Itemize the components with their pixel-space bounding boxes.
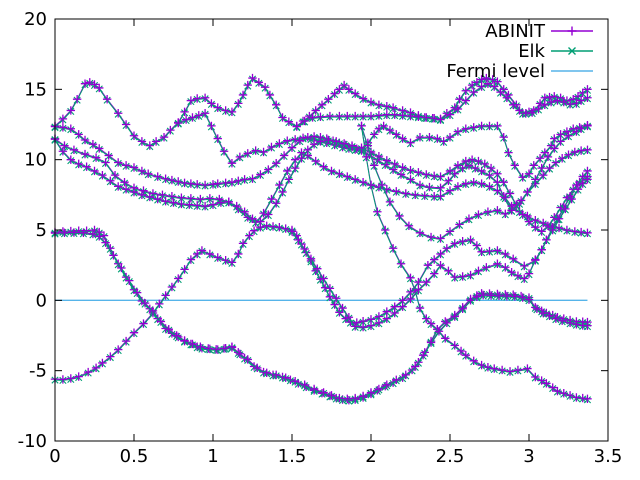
band-04-markers: [50, 121, 592, 190]
y-tick-label: -10: [18, 431, 47, 452]
plus-marker-icon: [567, 26, 577, 36]
band-11-markers: [50, 225, 592, 405]
legend-item-fermi-level: Fermi level: [446, 61, 593, 82]
y-tick-label: 20: [24, 9, 47, 30]
band-04: [50, 121, 592, 190]
cross-marker-icon: [568, 47, 576, 55]
band-09: [50, 166, 592, 384]
x-tick-label: 3: [523, 446, 534, 467]
band-10: [287, 175, 592, 332]
band-05-markers: [50, 134, 592, 238]
legend-item-elk: Elk: [518, 41, 593, 62]
legend-item-abinit: ABINIT: [485, 21, 593, 42]
y-tick-label: 5: [36, 220, 47, 241]
band-03-markers: [174, 109, 592, 215]
band-02-markers: [292, 79, 592, 132]
band-04-abinit-line: [54, 125, 588, 186]
x-tick-label: 0.5: [120, 446, 149, 467]
band-02: [292, 79, 592, 132]
y-tick-label: 0: [36, 290, 47, 311]
band-12-markers: [50, 228, 592, 404]
band-11: [50, 225, 592, 405]
y-tick-label: 10: [24, 150, 47, 171]
band-12: [50, 228, 592, 404]
x-tick-label: 1: [207, 446, 218, 467]
band-05: [50, 134, 592, 238]
band-08: [357, 121, 592, 244]
band-06-markers: [50, 135, 592, 236]
x-tick-label: 2.5: [436, 446, 465, 467]
x-tick-label: 0: [49, 446, 60, 467]
band-03: [174, 109, 592, 215]
x-tick-label: 3.5: [594, 446, 623, 467]
legend-label: ABINIT: [485, 21, 546, 42]
band-06: [50, 135, 592, 236]
band-curves: [50, 73, 592, 405]
y-tick-label: 15: [24, 79, 47, 100]
axes: 0 0.5 1 1.5 2 2.5 3 3.5 -10 -5 0 5 10 15 20: [18, 9, 623, 467]
x-tick-label: 1.5: [278, 446, 307, 467]
legend-label: Elk: [518, 41, 545, 62]
y-tick-label: -5: [29, 361, 47, 382]
x-tick-label: 2: [365, 446, 376, 467]
band-07-abinit-line: [361, 125, 588, 400]
band-10-markers: [287, 175, 592, 332]
legend-label: Fermi level: [446, 61, 545, 82]
band-08-markers: [357, 121, 592, 244]
